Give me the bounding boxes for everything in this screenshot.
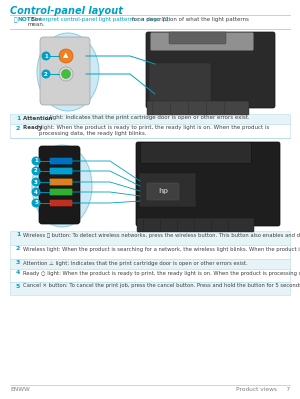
Circle shape bbox=[32, 157, 40, 165]
Text: 4: 4 bbox=[34, 190, 38, 194]
Text: light: Indicates that the print cartridge door is open or other errors exist.: light: Indicates that the print cartridg… bbox=[48, 115, 250, 120]
Text: Attention ⚠ light: Indicates that the print cartridge door is open or other erro: Attention ⚠ light: Indicates that the pr… bbox=[23, 261, 248, 265]
Text: NOTE:: NOTE: bbox=[18, 17, 38, 22]
Text: for a description of what the light patterns: for a description of what the light patt… bbox=[130, 17, 249, 22]
Circle shape bbox=[32, 167, 40, 175]
Text: Cancel ✕ button: To cancel the print job, press the cancel button. Press and hol: Cancel ✕ button: To cancel the print job… bbox=[23, 284, 300, 288]
FancyBboxPatch shape bbox=[147, 183, 179, 200]
Circle shape bbox=[32, 188, 40, 196]
Text: mean.: mean. bbox=[28, 22, 46, 27]
Bar bbox=[10, 282, 290, 295]
Text: 4: 4 bbox=[16, 271, 20, 275]
FancyBboxPatch shape bbox=[49, 199, 73, 207]
Text: ⚠: ⚠ bbox=[45, 115, 50, 120]
FancyBboxPatch shape bbox=[49, 167, 73, 175]
FancyBboxPatch shape bbox=[149, 63, 211, 105]
Circle shape bbox=[59, 67, 73, 81]
FancyBboxPatch shape bbox=[49, 188, 73, 196]
Text: 2: 2 bbox=[34, 168, 38, 174]
Bar bbox=[10, 245, 290, 259]
Text: ▲: ▲ bbox=[63, 53, 69, 59]
FancyBboxPatch shape bbox=[49, 178, 73, 186]
FancyBboxPatch shape bbox=[151, 32, 254, 51]
Circle shape bbox=[42, 52, 50, 60]
Bar bbox=[10, 124, 290, 138]
Bar bbox=[10, 259, 290, 269]
Text: 2: 2 bbox=[16, 247, 20, 251]
Text: 1: 1 bbox=[16, 115, 20, 120]
Text: 3: 3 bbox=[34, 180, 38, 184]
Circle shape bbox=[32, 199, 40, 207]
Text: 1: 1 bbox=[16, 233, 20, 237]
Circle shape bbox=[42, 70, 50, 78]
FancyBboxPatch shape bbox=[136, 142, 280, 226]
Text: Interpret control-panel light patterns on page 72: Interpret control-panel light patterns o… bbox=[35, 17, 169, 22]
Bar bbox=[10, 114, 290, 124]
Ellipse shape bbox=[37, 33, 99, 111]
Ellipse shape bbox=[32, 145, 92, 227]
Text: hp: hp bbox=[158, 188, 168, 194]
FancyBboxPatch shape bbox=[39, 146, 80, 224]
Text: 3: 3 bbox=[16, 261, 20, 265]
Text: Wireless ➿ button: To detect wireless networks, press the wireless button. This : Wireless ➿ button: To detect wireless ne… bbox=[23, 233, 300, 237]
Text: Control-panel layout: Control-panel layout bbox=[10, 6, 123, 16]
FancyBboxPatch shape bbox=[137, 218, 254, 232]
Text: 1: 1 bbox=[44, 53, 48, 59]
FancyBboxPatch shape bbox=[146, 32, 275, 108]
Text: 1: 1 bbox=[34, 158, 38, 164]
FancyBboxPatch shape bbox=[169, 32, 226, 44]
Text: Ready: Ready bbox=[23, 126, 44, 130]
FancyBboxPatch shape bbox=[139, 173, 196, 207]
Circle shape bbox=[61, 69, 70, 79]
Circle shape bbox=[32, 178, 40, 186]
Text: 5: 5 bbox=[16, 284, 20, 288]
Text: ENWW: ENWW bbox=[10, 387, 30, 392]
Text: ○: ○ bbox=[36, 126, 41, 130]
Text: Wireless light: When the product is searching for a network, the wireless light : Wireless light: When the product is sear… bbox=[23, 247, 300, 251]
Bar bbox=[10, 231, 290, 245]
Text: Product views     7: Product views 7 bbox=[236, 387, 290, 392]
Text: light: When the product is ready to print, the ready light is on. When the produ: light: When the product is ready to prin… bbox=[39, 126, 269, 136]
FancyBboxPatch shape bbox=[40, 37, 90, 105]
Text: See: See bbox=[28, 17, 44, 22]
Text: 2: 2 bbox=[16, 126, 20, 130]
FancyBboxPatch shape bbox=[140, 142, 251, 164]
Text: 5: 5 bbox=[34, 201, 38, 205]
Circle shape bbox=[59, 49, 73, 63]
FancyBboxPatch shape bbox=[147, 101, 249, 115]
Text: Attention: Attention bbox=[23, 115, 54, 120]
FancyBboxPatch shape bbox=[49, 157, 73, 165]
Text: 2: 2 bbox=[44, 71, 48, 77]
Bar bbox=[10, 269, 290, 282]
Text: ⎕: ⎕ bbox=[14, 17, 17, 23]
Text: Ready ○ light: When the product is ready to print, the ready light is on. When t: Ready ○ light: When the product is ready… bbox=[23, 271, 300, 275]
